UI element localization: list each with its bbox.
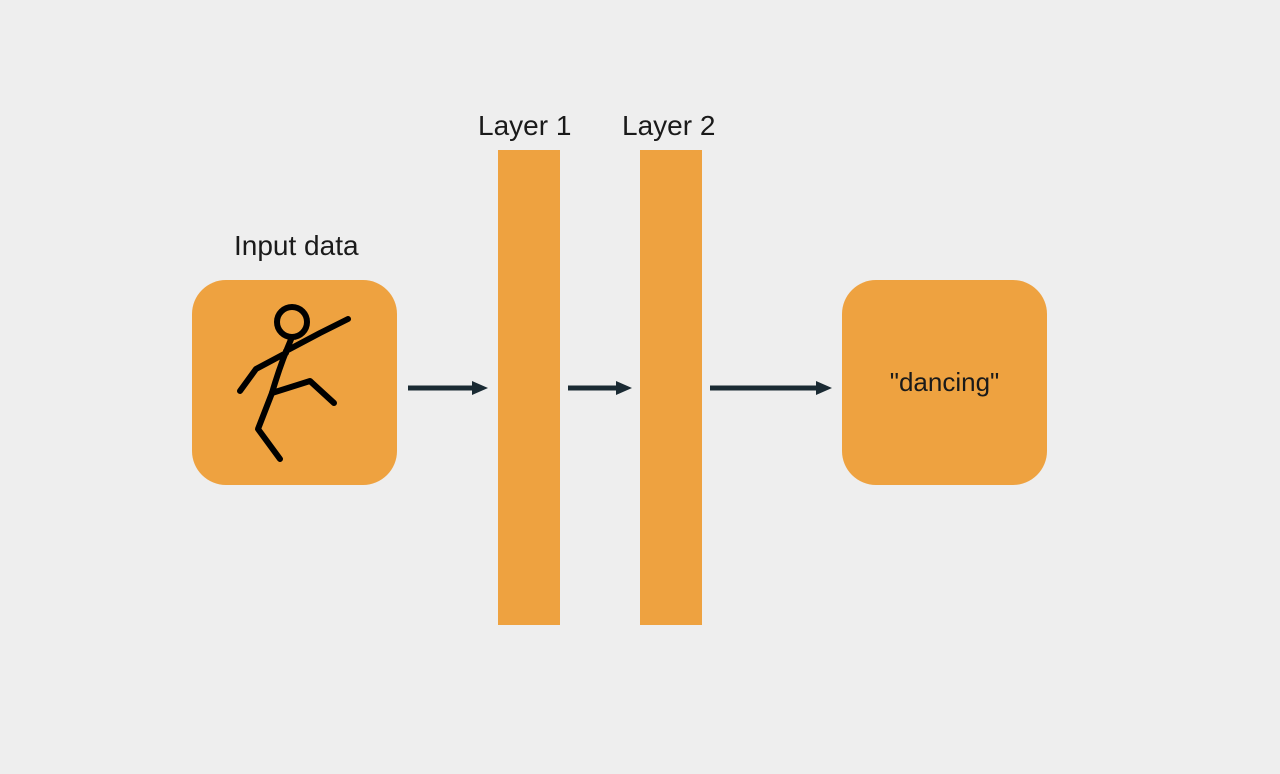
arrow-head-1 [472,381,488,395]
arrow-head-3 [816,381,832,395]
arrow-head-2 [616,381,632,395]
flow-arrows [0,0,1280,774]
neural-net-diagram: Input data Layer 1Layer 2 "dancing" [0,0,1280,774]
